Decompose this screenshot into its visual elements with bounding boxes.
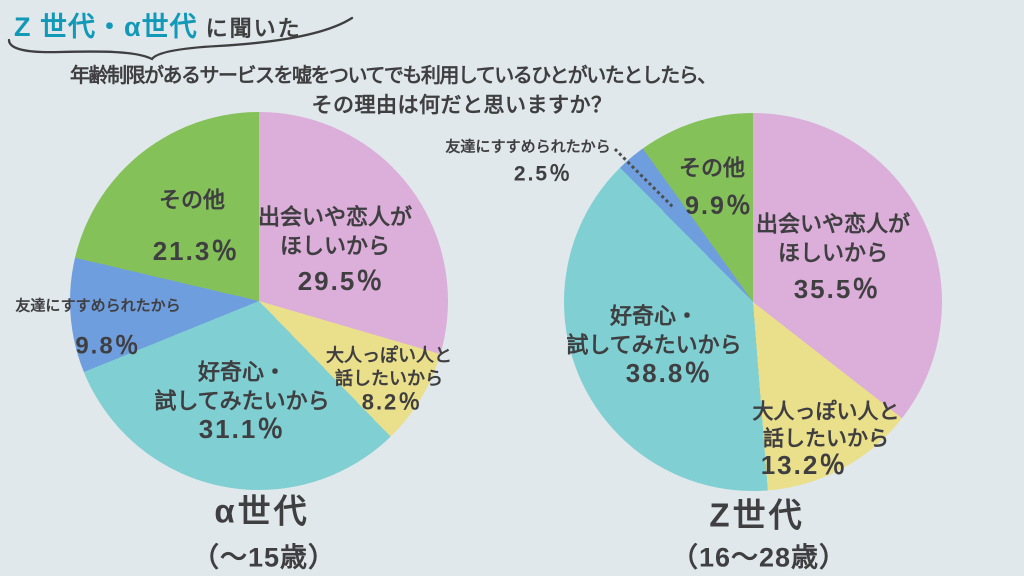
- alpha-slice-percent-talk-adults: 8.2％: [361, 389, 423, 415]
- curly-brace-decoration: [7, 16, 354, 61]
- question-title: 年齢制限があるサービスを嘘をついてでも利用しているひとがいたとしたら、 その理由…: [70, 62, 717, 120]
- z-slice-percent-curiosity: 38.8％: [625, 358, 713, 389]
- header-highlight-text: Z 世代・α世代: [14, 12, 198, 42]
- z-slice-label-other: その他: [678, 155, 746, 181]
- question-title-line1: 年齢制限があるサービスを嘘をついてでも利用しているひとがいたとしたら、: [70, 65, 717, 87]
- pie-chart-z-generation: [564, 113, 942, 491]
- z-slice-label-meet-partner: 出会いや恋人が ほしいから: [755, 211, 911, 265]
- header: Z 世代・α世代 に聞いた: [14, 5, 302, 44]
- z-chart-title: Z世代: [709, 496, 805, 534]
- z-slice-percent-talk-adults: 13.2％: [760, 450, 848, 481]
- z-slice-label-talk-adults: 大人っぽい人と 話したいから: [752, 400, 900, 451]
- question-title-line2: その理由は何だと思いますか？: [311, 94, 613, 117]
- z-slice-percent-other: 9.9％: [685, 191, 753, 220]
- alpha-slice-percent-other: 21.3％: [152, 236, 240, 267]
- alpha-slice-label-other: その他: [158, 187, 226, 213]
- alpha-chart-subtitle: （～15歳）: [191, 542, 337, 573]
- z-chart-subtitle: （16～28歳）: [670, 542, 848, 573]
- alpha-slice-percent-meet-partner: 29.5％: [297, 266, 385, 297]
- z-slice-label-curiosity: 好奇心・ 試してみたいから: [566, 303, 742, 357]
- alpha-slice-label-meet-partner: 出会いや恋人が ほしいから: [257, 204, 413, 258]
- z-slice-percent-meet-partner: 35.5％: [793, 274, 881, 305]
- alpha-slice-percent-friend-recommend: 9.8％: [75, 332, 141, 360]
- alpha-slice-label-friend-recommend: 友達にすすめられたから: [15, 297, 181, 315]
- alpha-chart-title: α世代: [214, 492, 310, 530]
- z-callout-percent-friend-recommend: 2.5％: [513, 162, 573, 186]
- z-callout-label-friend-recommend: 友達にすすめられたから: [445, 138, 611, 156]
- header-suffix-text: に聞いた: [205, 16, 302, 41]
- alpha-slice-percent-curiosity: 31.1％: [198, 414, 286, 445]
- pie-chart-alpha-generation: [70, 112, 448, 490]
- alpha-slice-label-talk-adults: 大人っぽい人と 話したいから: [326, 345, 452, 389]
- alpha-slice-label-curiosity: 好奇心・ 試してみたいから: [154, 359, 330, 413]
